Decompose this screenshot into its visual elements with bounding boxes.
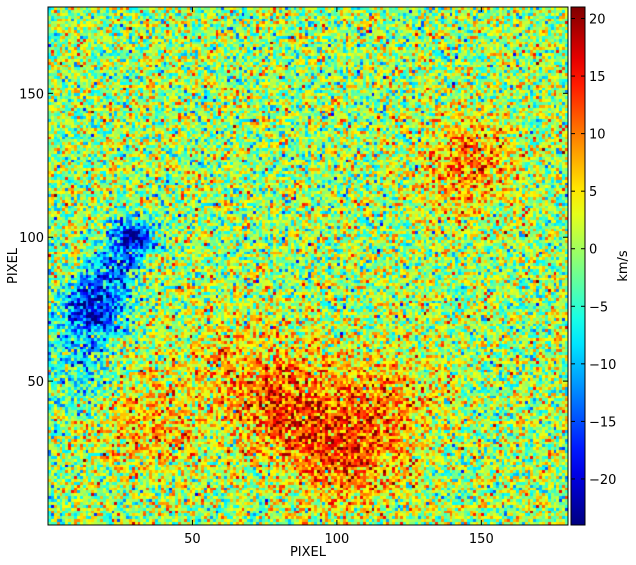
x-axis-label: PIXEL — [290, 545, 327, 560]
colorbar-tick-label: −5 — [589, 300, 608, 315]
colorbar-label: km/s — [616, 250, 631, 282]
colorbar-tick-label: −20 — [589, 473, 616, 488]
y-tick-label: 100 — [19, 231, 44, 246]
y-axis-label: PIXEL — [6, 247, 21, 284]
plot-frame — [47, 6, 569, 526]
colorbar: 20 15 10 5 0 −5 −10 −15 −20 km/s — [570, 6, 631, 526]
x-axis: 50 100 150 — [184, 7, 494, 547]
colorbar-strip — [571, 7, 585, 525]
colorbar-tick-label: −15 — [589, 415, 616, 430]
colorbar-tick-label: 10 — [589, 128, 606, 143]
heatmap-image — [48, 7, 568, 525]
x-tick-label: 150 — [469, 532, 494, 547]
y-tick-label: 50 — [27, 375, 44, 390]
colorbar-frame — [570, 6, 586, 526]
plot-area — [47, 6, 569, 526]
colorbar-tick-label: 0 — [589, 243, 597, 258]
x-tick-label: 50 — [184, 532, 201, 547]
colorbar-tick-label: 15 — [589, 70, 606, 85]
colorbar-tick-label: 20 — [589, 13, 606, 28]
y-axis: 50 100 150 — [19, 87, 568, 390]
y-tick-label: 150 — [19, 87, 44, 102]
colorbar-tick-label: −10 — [589, 358, 616, 373]
colorbar-tick-label: 5 — [589, 185, 597, 200]
x-tick-label: 100 — [324, 532, 349, 547]
colorbar-ticks: 20 15 10 5 0 −5 −10 −15 −20 — [571, 13, 616, 488]
